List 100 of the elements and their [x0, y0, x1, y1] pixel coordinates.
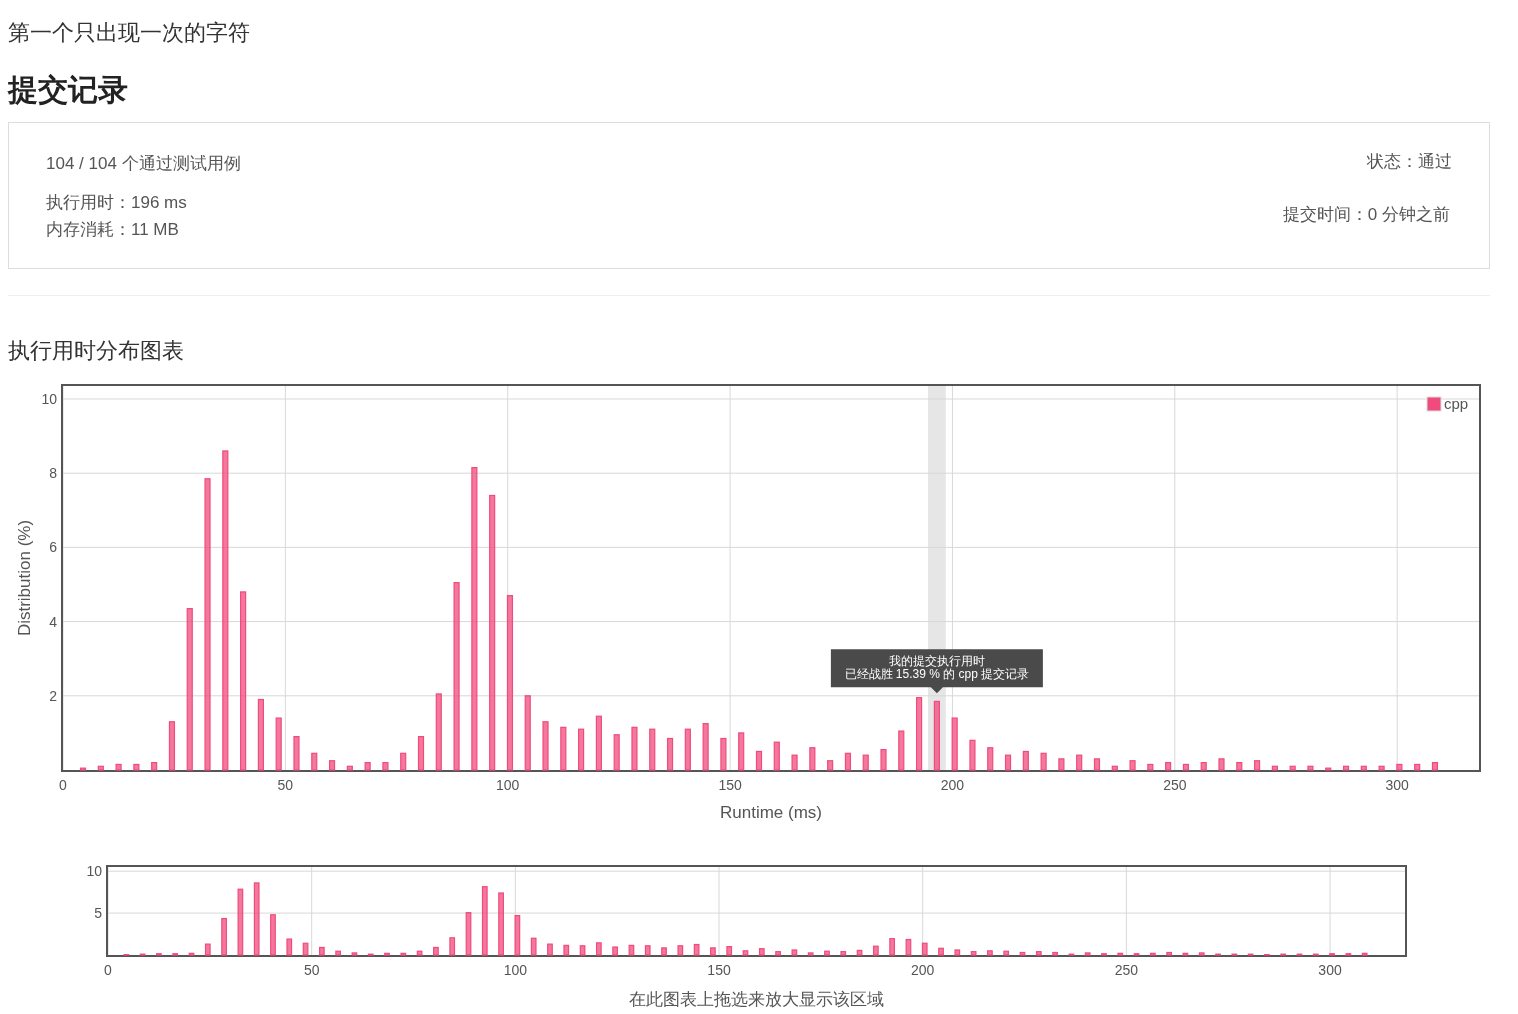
bar	[1198, 952, 1205, 956]
text: 提交时间：0 分钟之前	[1282, 204, 1450, 226]
annotation: 已经战胜 15.39 % 的 cpp 提交记录	[844, 667, 1030, 682]
bar	[1035, 951, 1042, 956]
bar	[1147, 763, 1154, 771]
x-tick-label: 50	[303, 962, 320, 978]
y-tick-label: 6	[49, 539, 58, 556]
x-tick-label: 250	[1163, 777, 1187, 793]
bar	[916, 697, 923, 771]
bar	[133, 763, 140, 771]
chart-title: 执行用时分布图表	[8, 338, 184, 363]
bar	[726, 946, 733, 956]
x-axis-title: 在此图表上拖选来放大显示该区域	[629, 990, 884, 1009]
bar	[1004, 754, 1012, 771]
bar	[809, 747, 816, 771]
bar	[954, 949, 961, 956]
bar	[286, 938, 293, 956]
bar	[1093, 758, 1101, 771]
bar	[807, 952, 814, 956]
bar	[449, 937, 456, 956]
bar	[1396, 763, 1403, 771]
bar	[677, 945, 684, 956]
bar	[628, 944, 635, 956]
bar	[661, 947, 667, 956]
y-axis-title: Distribution (%)	[15, 519, 34, 637]
bar	[547, 943, 553, 956]
x-tick-label: 300	[1318, 962, 1342, 978]
bar	[151, 761, 158, 771]
annotation: 我的提交执行用时	[888, 654, 985, 669]
bar	[1019, 951, 1026, 956]
bar	[275, 717, 282, 771]
bar	[644, 945, 651, 956]
bar	[1289, 765, 1296, 771]
bar	[738, 732, 745, 771]
bar	[595, 715, 602, 771]
bar	[222, 450, 229, 771]
bar	[293, 736, 300, 771]
bar	[862, 754, 869, 771]
text: 内存消耗：11 MB	[46, 219, 179, 241]
bar	[514, 915, 521, 956]
bar	[1431, 761, 1439, 771]
bar	[1271, 765, 1278, 771]
bar	[563, 944, 570, 956]
bar	[1360, 765, 1367, 771]
bar	[560, 726, 567, 771]
bar	[758, 948, 765, 956]
legend-label: cpp	[1444, 395, 1469, 412]
bar	[1022, 750, 1029, 771]
bar	[416, 950, 423, 956]
bar	[933, 700, 940, 771]
bar	[1084, 952, 1091, 956]
bar	[335, 950, 342, 956]
bar	[898, 730, 905, 771]
bar	[481, 886, 488, 956]
x-tick-label: 0	[104, 962, 113, 978]
bar	[631, 726, 638, 771]
bar	[987, 747, 994, 771]
bar	[204, 943, 211, 956]
bar	[742, 950, 749, 956]
bar	[938, 947, 944, 956]
x-tick-label: 200	[940, 777, 965, 793]
bar	[318, 946, 325, 956]
bar	[951, 717, 958, 771]
bar	[270, 914, 276, 956]
x-tick-label: 300	[1385, 777, 1410, 793]
bar	[498, 892, 504, 956]
bar	[649, 728, 656, 771]
text: 执行用时：196 ms	[46, 192, 187, 214]
bar	[1052, 951, 1058, 956]
text: 状态：通过	[1367, 151, 1452, 173]
bar	[530, 937, 537, 956]
bar	[186, 608, 193, 771]
x-axis-title: Runtime (ms)	[719, 803, 823, 822]
bar	[221, 917, 227, 956]
text: 第一个只出现一次的字符	[8, 19, 250, 47]
bar	[720, 737, 727, 771]
bar	[856, 949, 863, 956]
bar	[1342, 765, 1350, 771]
bar	[453, 582, 460, 771]
y-tick-label: 8	[49, 465, 58, 482]
bar	[666, 737, 674, 771]
bar	[1200, 761, 1207, 771]
bar	[1253, 760, 1261, 771]
bar	[328, 760, 336, 771]
x-tick-label: 150	[707, 962, 731, 978]
bar	[1414, 763, 1421, 771]
x-tick-label: 0	[59, 777, 68, 793]
bar	[595, 942, 602, 956]
bar	[970, 951, 977, 956]
bar	[791, 949, 798, 956]
bar	[489, 494, 496, 771]
bar	[1307, 765, 1314, 771]
bar	[351, 952, 358, 956]
bar	[1003, 950, 1010, 956]
bar	[1165, 761, 1172, 771]
y-tick-label: 10	[86, 863, 103, 880]
x-tick-label: 200	[911, 962, 935, 978]
y-tick-label: 2	[49, 687, 58, 704]
bar	[435, 693, 442, 771]
y-tick-label: 5	[94, 905, 103, 922]
